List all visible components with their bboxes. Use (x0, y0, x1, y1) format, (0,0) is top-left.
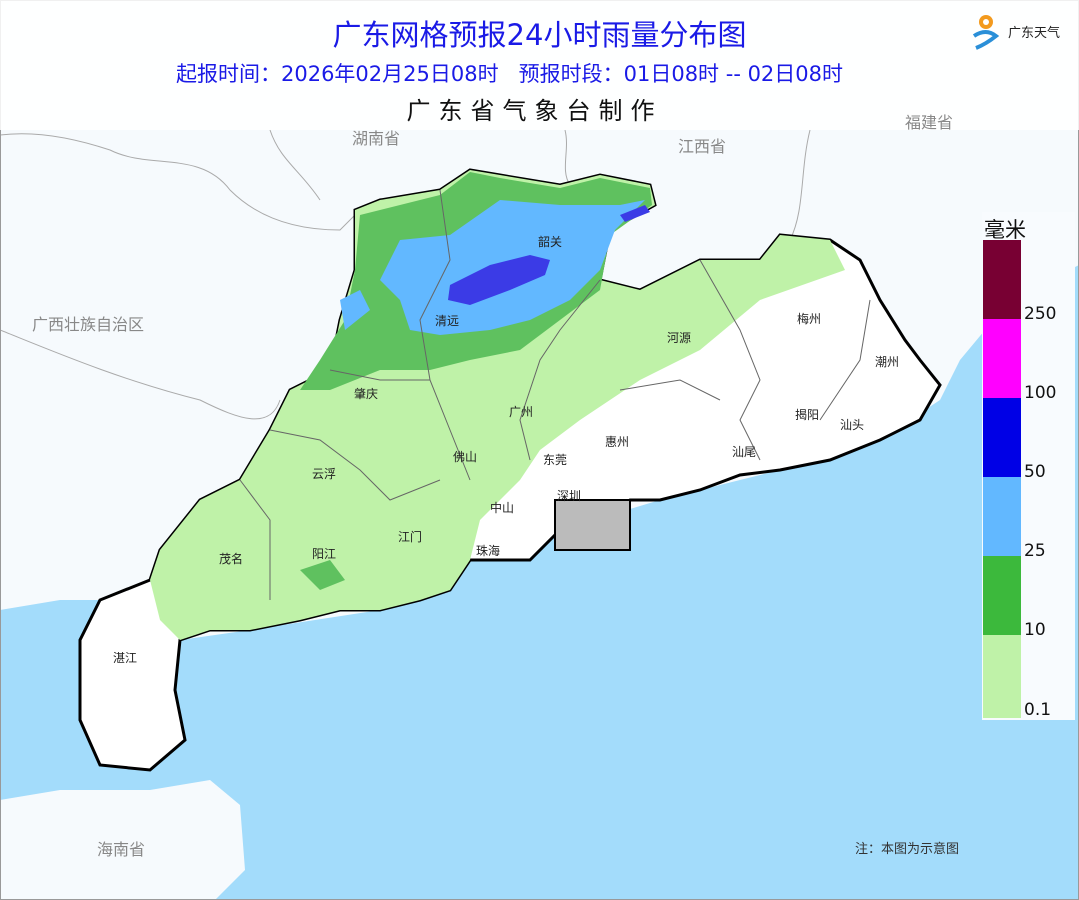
legend-tick: 50 (1024, 462, 1046, 482)
svg-text:清远: 清远 (435, 314, 459, 328)
city-borders (239, 189, 871, 600)
svg-text:揭阳: 揭阳 (795, 407, 819, 422)
logo-text: 广东天气 (1008, 26, 1061, 41)
svg-text:河源: 河源 (667, 331, 691, 345)
map-subtitle: 起报时间：2026年02月25日08时 预报时段：01日08时 -- 02日08… (175, 62, 844, 86)
svg-text:韶关: 韶关 (538, 234, 562, 249)
legend-tick: 0.1 (1024, 700, 1052, 720)
svg-text:中山: 中山 (490, 500, 514, 515)
rain-legend: 毫米 250 100 50 25 10 0.1 (982, 212, 1075, 720)
svg-text:深圳: 深圳 (557, 489, 581, 503)
svg-text:肇庆: 肇庆 (354, 386, 378, 401)
rain-band-50-north (620, 205, 650, 222)
legend-tick: 25 (1024, 541, 1046, 561)
sea (0, 265, 1079, 900)
legend-unit: 毫米 (984, 218, 1026, 242)
region-label-hainan: 海南省 (97, 840, 145, 859)
legend-band-10 (983, 556, 1021, 635)
legend-band-50 (983, 398, 1021, 477)
rain-band-25-west (340, 290, 370, 330)
svg-text:江门: 江门 (398, 529, 422, 544)
map-title: 广东网格预报24小时雨量分布图 (332, 18, 747, 52)
svg-text:珠海: 珠海 (476, 543, 500, 558)
city-labels: 韶关 清远 河源 梅州 潮州 肇庆 广州 揭阳 汕头 惠州 汕尾 云浮 佛山 东… (113, 234, 899, 665)
region-label-guangxi: 广西壮族自治区 (32, 315, 144, 334)
producer-label: 广东省气象台制作 (406, 97, 663, 125)
legend-band-100 (983, 319, 1021, 398)
svg-text:惠州: 惠州 (605, 435, 629, 449)
svg-text:潮州: 潮州 (875, 354, 899, 369)
svg-text:阳江: 阳江 (312, 547, 336, 561)
region-labels: 江西省 广西壮族自治区 海南省 (32, 137, 726, 859)
legend-band-0.1 (983, 635, 1021, 718)
region-label-jiangxi: 江西省 (678, 137, 726, 156)
svg-text:云浮: 云浮 (312, 467, 336, 481)
svg-text:茂名: 茂名 (219, 551, 243, 566)
legend-tick: 10 (1024, 620, 1046, 640)
svg-text:佛山: 佛山 (453, 450, 477, 464)
svg-text:汕尾: 汕尾 (732, 445, 756, 459)
disclaimer-note: 注：本图为示意图 (855, 842, 960, 857)
legend-band-25 (983, 477, 1021, 556)
hainan-land (0, 780, 245, 900)
hong-kong-area (554, 499, 631, 551)
header-band (0, 0, 1079, 130)
legend-tick: 250 (1024, 304, 1057, 324)
svg-text:广州: 广州 (509, 405, 533, 419)
svg-text:东莞: 东莞 (543, 453, 567, 467)
legend-tick: 100 (1024, 383, 1057, 403)
guangdong-weather-logo (968, 8, 1008, 54)
legend-band-250 (983, 240, 1021, 319)
svg-text:汕头: 汕头 (840, 418, 864, 432)
rain-band-0.1 (150, 170, 845, 640)
svg-text:湛江: 湛江 (113, 651, 137, 665)
sun-logo-icon (972, 15, 1000, 50)
rain-band-10-south (300, 560, 345, 590)
svg-text:梅州: 梅州 (797, 311, 821, 326)
rain-band-50 (448, 255, 550, 305)
province-borders (0, 129, 811, 420)
